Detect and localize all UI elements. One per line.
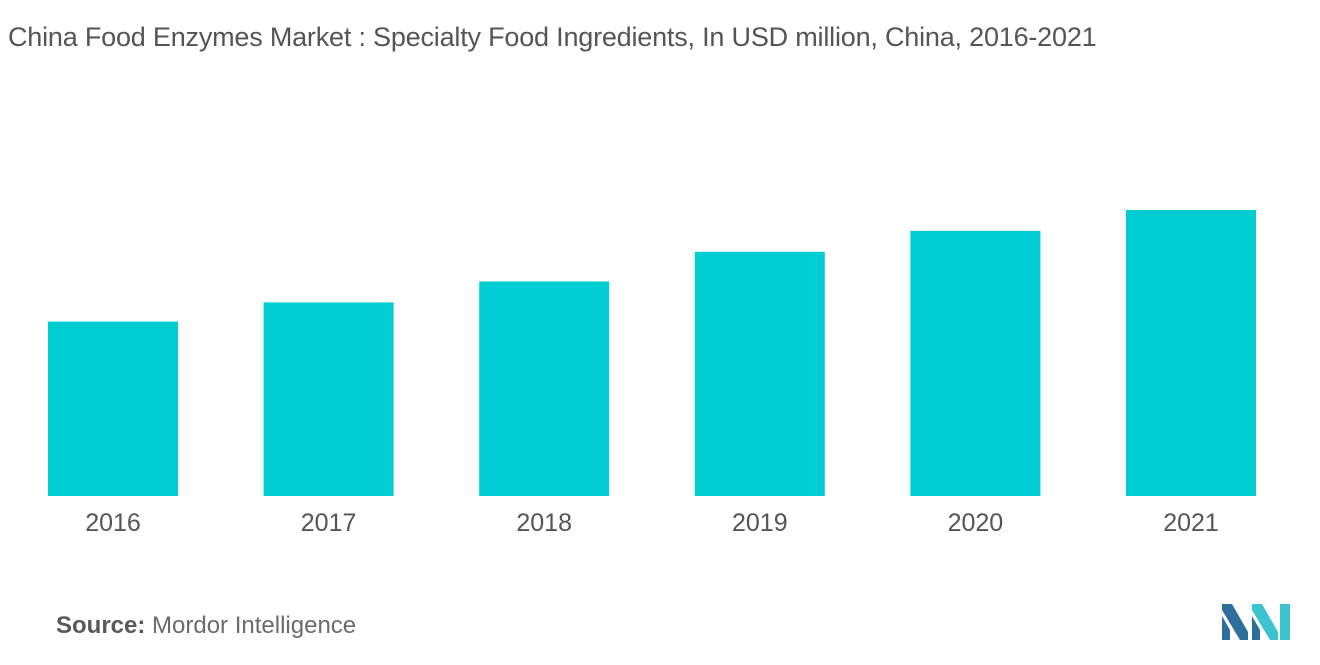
source-label: Source:: [56, 612, 146, 639]
x-tick-label-2019: 2019: [732, 509, 788, 537]
x-tick-label-2020: 2020: [948, 509, 1004, 537]
bar-2021: [1126, 210, 1256, 496]
bars-group: [48, 210, 1256, 496]
source-note: Source: Mordor Intelligence: [56, 612, 356, 640]
bar-2019: [694, 251, 825, 496]
mordor-intelligence-logo-icon: [1222, 604, 1290, 640]
bar-chart: 2016 2017 2018 2019 2020 2021: [48, 210, 1256, 537]
bar-2018: [479, 281, 610, 496]
chart-title: China Food Enzymes Market : Specialty Fo…: [8, 22, 1097, 52]
x-tick-label-2018: 2018: [516, 509, 572, 537]
source-value: Mordor Intelligence: [152, 612, 357, 639]
x-tick-label-2021: 2021: [1163, 509, 1219, 537]
bar-2017: [263, 302, 394, 496]
x-tick-label-2016: 2016: [85, 509, 141, 537]
x-tick-label-2017: 2017: [301, 509, 357, 537]
bar-2020: [910, 230, 1041, 496]
x-axis-labels: 2016 2017 2018 2019 2020 2021: [85, 509, 1219, 537]
bar-2016: [48, 321, 178, 496]
